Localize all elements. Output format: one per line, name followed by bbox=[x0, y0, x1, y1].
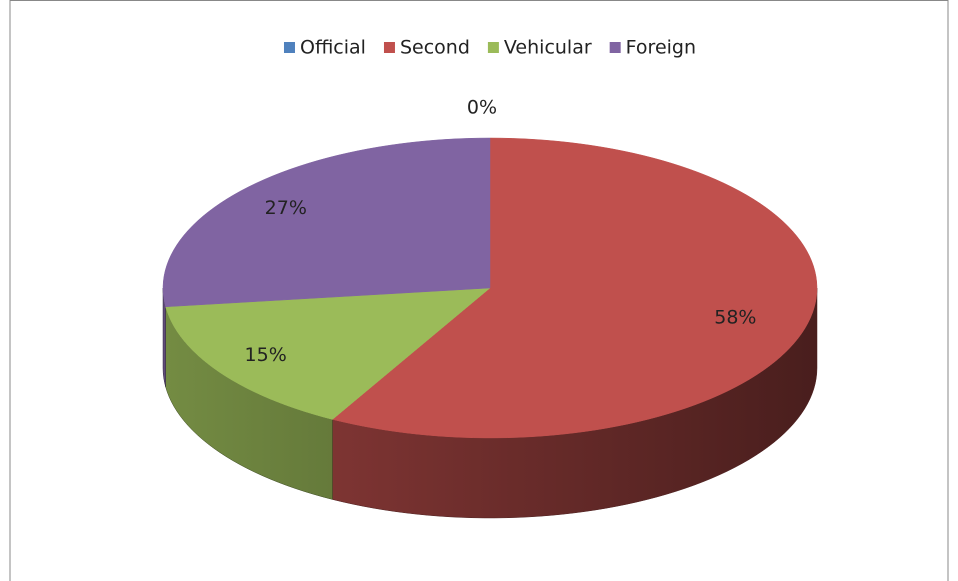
legend-swatch bbox=[487, 42, 499, 53]
legend-label: Vehicular bbox=[504, 37, 592, 59]
legend-swatch bbox=[283, 42, 295, 53]
data-label: 27% bbox=[265, 197, 307, 219]
legend-swatch bbox=[383, 42, 395, 53]
pie-slice bbox=[165, 287, 491, 420]
pie-slice bbox=[331, 137, 818, 439]
data-label: 0% bbox=[467, 97, 497, 119]
pie-slice bbox=[162, 137, 491, 308]
legend-label: Second bbox=[400, 37, 470, 59]
legend-label: Foreign bbox=[626, 37, 696, 59]
legend-swatch bbox=[609, 42, 621, 53]
legend-label: Official bbox=[300, 37, 366, 59]
data-label: 15% bbox=[245, 344, 287, 366]
data-label: 58% bbox=[714, 306, 756, 328]
